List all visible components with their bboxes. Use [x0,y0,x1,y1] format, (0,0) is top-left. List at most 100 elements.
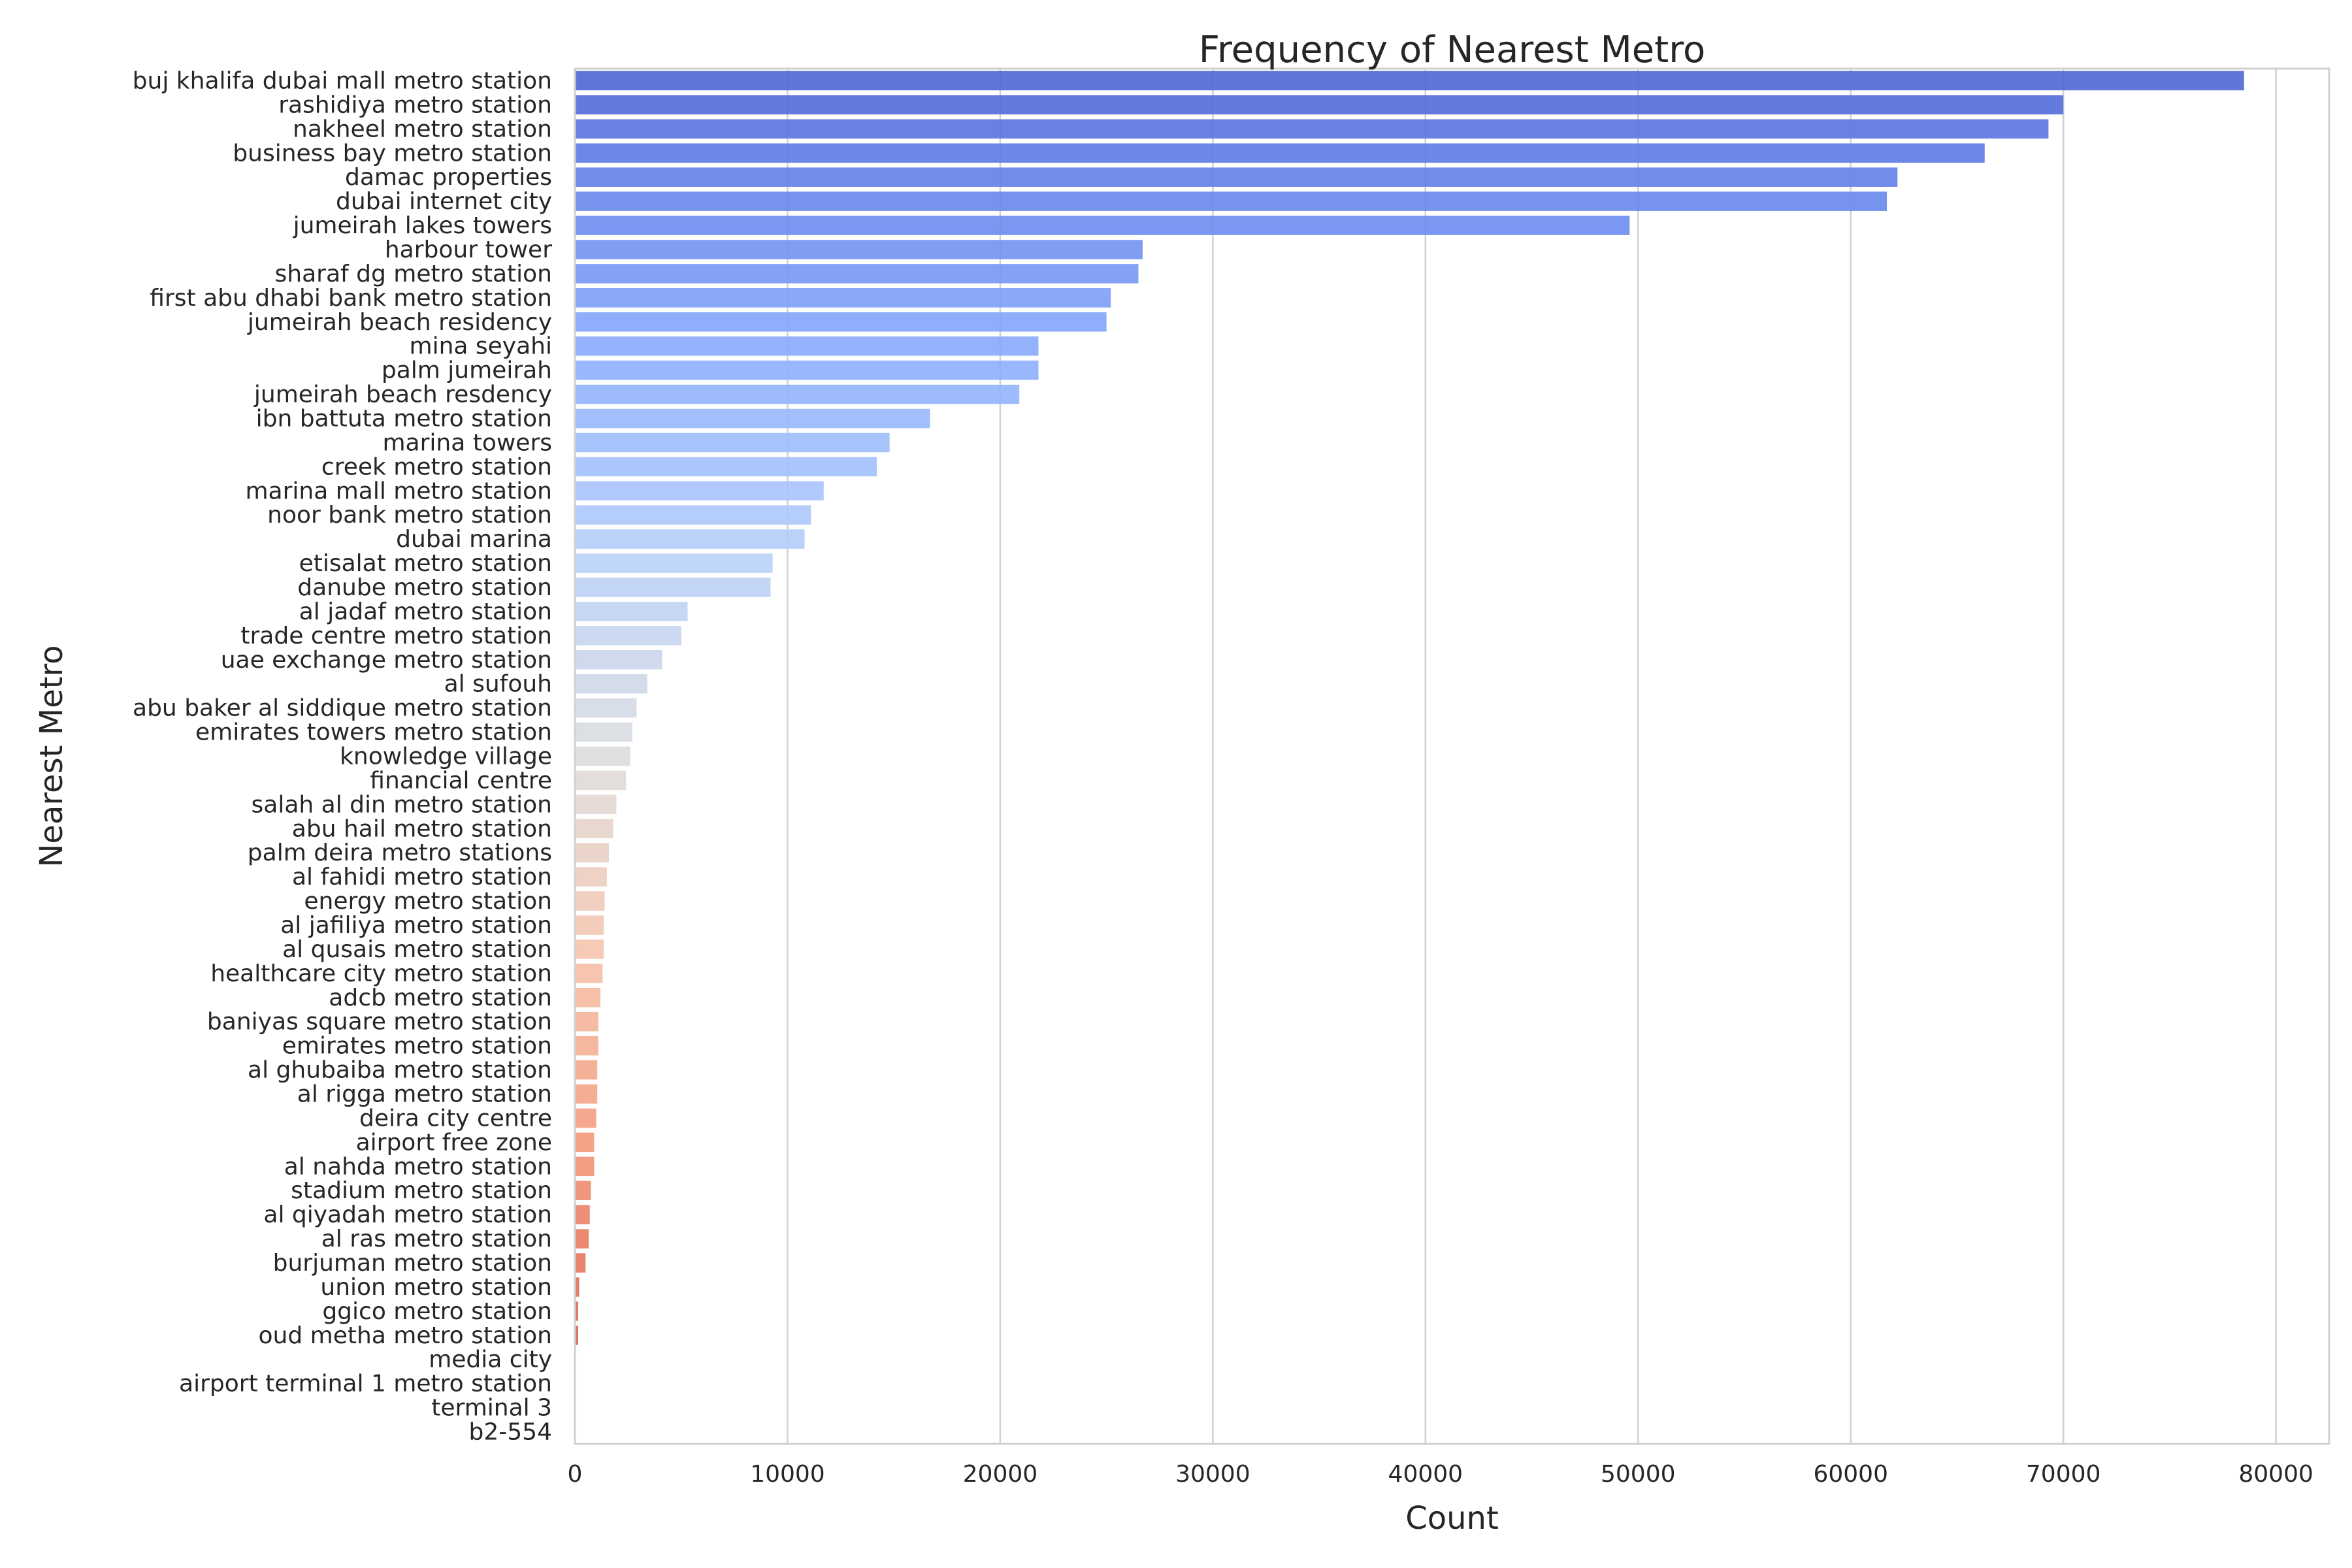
bar [575,505,811,525]
y-category-label: adcb metro station [329,985,552,1011]
bar [575,602,688,621]
y-category-label: al rigga metro station [297,1081,552,1108]
x-axis-title: Count [1405,1500,1499,1537]
bar [575,1301,578,1321]
plot-frame [574,67,2330,1445]
y-category-label: creek metro station [321,453,552,480]
bar [575,143,1985,163]
bar [575,384,1020,404]
y-category-label: media city [429,1347,552,1373]
y-category-label: oud metha metro station [259,1322,553,1349]
bar [575,1084,598,1104]
y-category-label: ggico metro station [322,1298,552,1325]
y-category-label: al jadaf metro station [299,598,552,625]
y-category-label: al ghubaiba metro station [248,1057,552,1084]
bar [575,867,607,887]
y-category-label: al qiyadah metro station [263,1201,552,1228]
y-category-label: al ras metro station [321,1226,552,1252]
bar [575,288,1111,308]
bar [575,794,617,815]
y-category-label: marina mall metro station [245,478,552,504]
bar [575,481,824,501]
bar [575,698,637,718]
bar [575,119,2049,139]
x-tick-label: 30000 [1175,1461,1250,1488]
bar [575,1108,596,1128]
bar [575,915,604,935]
bar [575,843,610,862]
y-category-label: airport free zone [356,1129,552,1156]
bar [575,819,613,839]
bar [575,891,605,911]
y-category-label: financial centre [370,767,552,794]
y-category-label: sharaf dg metro station [275,261,552,287]
y-category-label: dubai marina [396,526,552,553]
y-category-label: mina seyahi [410,333,552,360]
y-category-label: jumeirah beach residency [247,309,552,336]
y-category-label: trade centre metro station [240,623,552,649]
bar [575,770,627,791]
x-tick-label: 0 [568,1461,583,1488]
y-category-labels: buj khalifa dubai mall metro stationrash… [133,67,553,1445]
bar [575,312,1107,332]
bar [575,939,604,959]
y-category-label: buj khalifa dubai mall metro station [133,67,552,94]
bar [575,240,1143,259]
bar [575,71,2244,91]
y-category-label: terminal 3 [431,1395,552,1422]
bar [575,1205,590,1224]
bars [575,71,2244,1442]
y-category-label: union metro station [320,1274,552,1301]
y-category-label: harbour tower [385,237,552,263]
y-category-label: knowledge village [340,743,552,770]
y-category-label: baniyas square metro station [207,1009,552,1036]
y-category-label: marina towers [382,429,552,456]
bar [575,722,632,742]
y-category-label: nakheel metro station [293,116,552,142]
y-category-label: jumeirah beach resdency [253,382,552,408]
bar [575,408,930,429]
x-tick-labels: 0 10000 20000 30000 40000 50000 60000 70000 8000… [568,1461,2313,1488]
y-category-label: al sufouh [444,671,552,698]
bar [575,529,805,549]
y-category-label: uae exchange metro station [221,647,552,674]
y-category-label: al jafiliya metro station [280,912,552,939]
bar [575,1229,589,1249]
bar [575,988,601,1007]
y-category-label: damac properties [345,164,552,191]
x-tick-label: 40000 [1388,1461,1463,1488]
y-category-label: rashidiya metro station [278,91,552,118]
y-category-label: deira city centre [359,1105,552,1132]
y-category-label: danube metro station [297,574,552,601]
y-category-label: first abu dhabi bank metro station [150,285,552,312]
bar [575,964,603,983]
y-category-label: ibn battuta metro station [256,405,552,432]
y-category-label: b2-554 [469,1419,552,1446]
bar [575,1181,591,1201]
bar [575,1277,580,1297]
bar [575,457,877,477]
y-category-label: energy metro station [304,888,552,915]
bar [575,264,1139,284]
bar [575,674,647,694]
bar [575,433,890,453]
bar [575,191,1887,211]
y-axis-title: Nearest Metro [33,645,70,868]
bar [575,336,1039,356]
bar [575,1060,598,1080]
y-category-label: airport terminal 1 metro station [179,1371,552,1397]
bar [575,216,1630,235]
bar [575,167,1898,187]
y-category-label: palm jumeirah [382,357,552,384]
x-tick-label: 50000 [1601,1461,1676,1488]
y-category-label: emirates towers metro station [195,719,552,746]
y-category-label: al qusais metro station [282,936,552,963]
bar [575,650,662,670]
y-category-label: abu baker al siddique metro station [133,695,552,722]
bar [575,95,2064,115]
y-category-label: noor bank metro station [267,502,552,529]
y-category-label: al fahidi metro station [292,864,552,890]
bar [575,1036,598,1056]
